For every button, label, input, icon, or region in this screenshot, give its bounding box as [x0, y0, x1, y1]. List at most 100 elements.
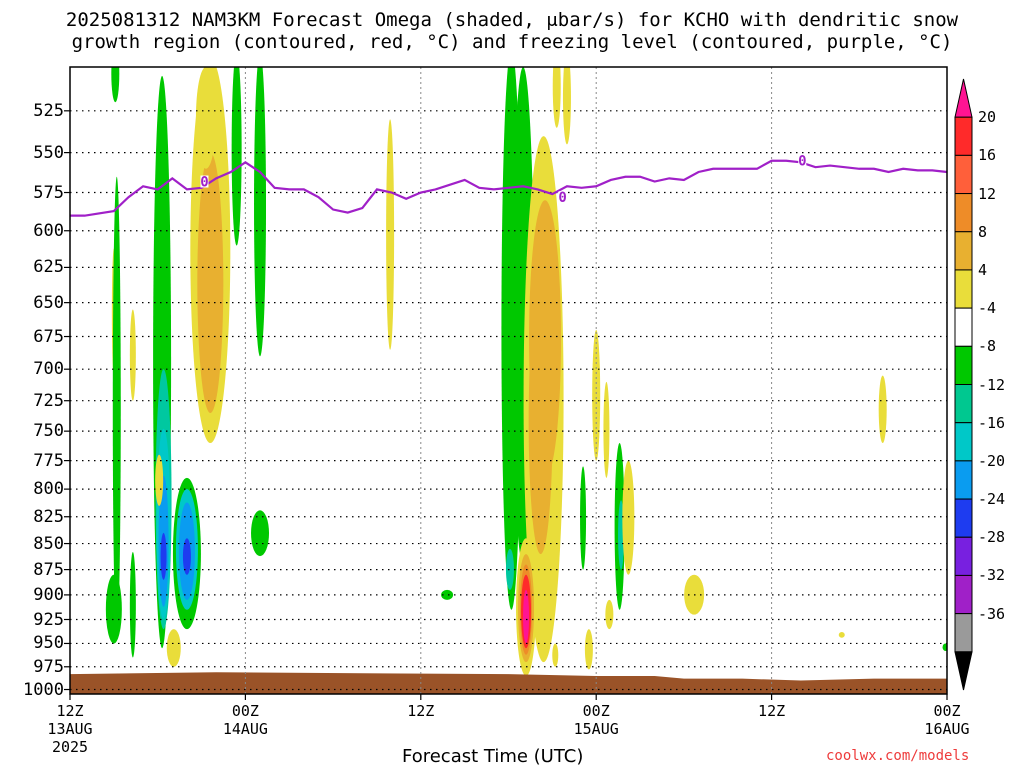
freezing-level-label: 0	[200, 175, 208, 191]
omega-feature	[441, 589, 454, 600]
freezing-level-label: 0	[558, 190, 566, 206]
colorbar-segment	[954, 231, 973, 271]
colorbar-segment	[954, 651, 973, 691]
y-tick-label: 650	[33, 292, 64, 313]
freezing-level-label: 0	[798, 154, 806, 170]
colorbar-segment	[954, 498, 973, 538]
chart-title-line2: growth region (contoured, red, °C) and f…	[71, 31, 953, 53]
colorbar-label: 12	[978, 184, 997, 203]
omega-feature	[552, 643, 559, 667]
credit-link[interactable]: coolwx.com/models	[826, 748, 970, 764]
colorbar-label: -36	[978, 604, 1006, 623]
colorbar-label: -16	[978, 413, 1006, 432]
omega-feature	[605, 599, 614, 630]
omega-feature	[155, 454, 164, 506]
omega-feature	[182, 538, 191, 575]
y-tick-label: 800	[33, 479, 64, 500]
colorbar-segment	[954, 460, 973, 500]
colorbar-label: -32	[978, 566, 1006, 585]
chart-title-line1: 2025081312 NAM3KM Forecast Omega (shaded…	[65, 9, 959, 31]
omega-feature	[622, 460, 635, 575]
omega-feature	[562, 67, 571, 145]
colorbar-label: -8	[978, 337, 997, 356]
colorbar-segment	[954, 536, 973, 576]
x-tick-label: 12Z	[56, 702, 84, 720]
y-tick-label: 600	[33, 220, 64, 241]
omega-feature	[197, 152, 224, 414]
x-tick-label: 00Z	[933, 702, 961, 720]
y-tick-label: 825	[33, 506, 64, 527]
x-tick-label: 00Z	[582, 702, 610, 720]
colorbar-label: 20	[978, 108, 997, 127]
omega-feature	[584, 629, 593, 670]
colorbar-segment	[954, 345, 973, 385]
y-tick-label: 1000	[23, 679, 64, 700]
colorbar-segment	[954, 384, 973, 424]
colorbar-label: -28	[978, 528, 1006, 547]
freezing-level-label-bg	[798, 154, 807, 167]
colorbar-label: -4	[978, 299, 997, 318]
plot-border	[69, 66, 948, 695]
omega-feature	[254, 67, 267, 357]
y-tick-label: 775	[33, 450, 64, 471]
omega-feature	[231, 67, 242, 246]
colorbar-segment	[954, 193, 973, 233]
omega-feature	[580, 466, 587, 570]
omega-feature	[386, 119, 395, 350]
x-tick-label: 15AUG	[573, 720, 619, 738]
colorbar-segment	[954, 307, 973, 347]
omega-feature	[592, 329, 601, 461]
y-tick-label: 625	[33, 257, 64, 278]
omega-feature	[528, 288, 553, 555]
colorbar-segment	[954, 613, 973, 653]
y-tick-label: 575	[33, 182, 64, 203]
omega-feature	[251, 510, 270, 557]
colorbar-label: 16	[978, 146, 997, 165]
x-tick-label: 14AUG	[222, 720, 268, 738]
freezing-level-label-bg	[200, 175, 209, 188]
x-axis-title: Forecast Time (UTC)	[402, 746, 584, 767]
omega-feature	[112, 176, 121, 639]
omega-feature	[129, 309, 136, 401]
omega-feature	[942, 643, 947, 651]
y-tick-label: 975	[33, 656, 64, 677]
omega-feature	[160, 532, 167, 580]
colorbar-segment	[954, 574, 973, 615]
colorbar-segment	[954, 116, 973, 156]
omega-feature	[129, 551, 136, 658]
x-tick-label: 16AUG	[924, 720, 970, 738]
x-tick-label: 12Z	[407, 702, 435, 720]
x-tick-label: 13AUG	[47, 720, 93, 738]
omega-feature	[523, 589, 530, 644]
omega-feature	[552, 67, 561, 128]
y-tick-label: 700	[33, 359, 64, 380]
y-tick-label: 675	[33, 326, 64, 347]
omega-feature	[603, 381, 610, 478]
omega-feature	[878, 375, 887, 444]
x-tick-label: 2025	[51, 738, 89, 756]
colorbar-segment	[954, 269, 973, 309]
omega-feature	[166, 629, 181, 667]
omega-feature	[105, 574, 122, 644]
y-tick-label: 900	[33, 584, 64, 605]
y-tick-label: 725	[33, 390, 64, 411]
omega-feature	[195, 67, 216, 169]
freezing-level-label-bg	[558, 191, 567, 204]
y-tick-label: 950	[33, 633, 64, 654]
colorbar-label: -12	[978, 375, 1006, 394]
colorbar-label: -24	[978, 490, 1006, 509]
omega-feature	[111, 67, 120, 103]
y-tick-label: 550	[33, 142, 64, 163]
colorbar-label: 4	[978, 260, 988, 279]
x-tick-label: 00Z	[231, 702, 259, 720]
y-tick-label: 750	[33, 421, 64, 442]
terrain-fill	[70, 672, 947, 694]
omega-feature	[838, 632, 845, 638]
omega-feature	[505, 548, 514, 590]
colorbar-segment	[954, 422, 973, 462]
colorbar-label: 8	[978, 222, 988, 241]
x-tick-label: 12Z	[758, 702, 786, 720]
y-tick-label: 925	[33, 609, 64, 630]
y-tick-label: 875	[33, 559, 64, 580]
